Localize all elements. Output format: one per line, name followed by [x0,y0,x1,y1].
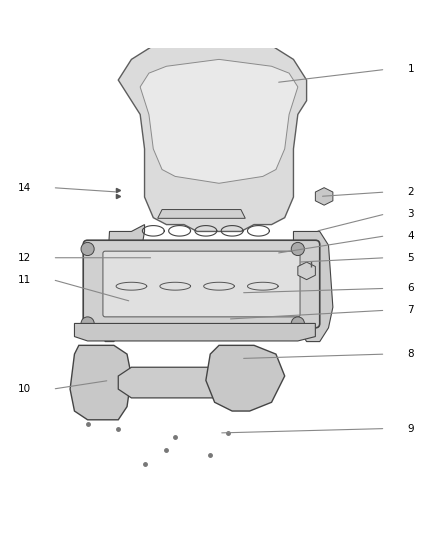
Polygon shape [206,345,285,411]
Text: 9: 9 [407,424,414,433]
FancyBboxPatch shape [103,251,300,317]
Polygon shape [70,345,131,420]
Text: 3: 3 [407,209,414,219]
Polygon shape [315,188,333,205]
Text: 7: 7 [407,305,414,316]
Text: 10: 10 [18,384,31,394]
Polygon shape [158,209,245,219]
Circle shape [291,317,304,330]
Polygon shape [298,262,315,280]
Text: 5: 5 [407,253,414,263]
Text: 2: 2 [407,187,414,197]
Text: 12: 12 [18,253,31,263]
Polygon shape [293,231,333,342]
Text: 14: 14 [18,183,31,192]
Text: 1: 1 [407,64,414,75]
Circle shape [81,317,94,330]
Text: 8: 8 [407,349,414,359]
Polygon shape [140,59,298,183]
Text: 11: 11 [18,274,31,285]
Polygon shape [175,252,263,266]
Polygon shape [74,324,315,341]
Polygon shape [101,224,145,342]
Text: 6: 6 [407,284,414,293]
Circle shape [81,243,94,255]
Polygon shape [118,367,254,398]
Circle shape [291,243,304,255]
Polygon shape [118,39,307,231]
FancyBboxPatch shape [83,240,320,328]
Text: 4: 4 [407,231,414,241]
